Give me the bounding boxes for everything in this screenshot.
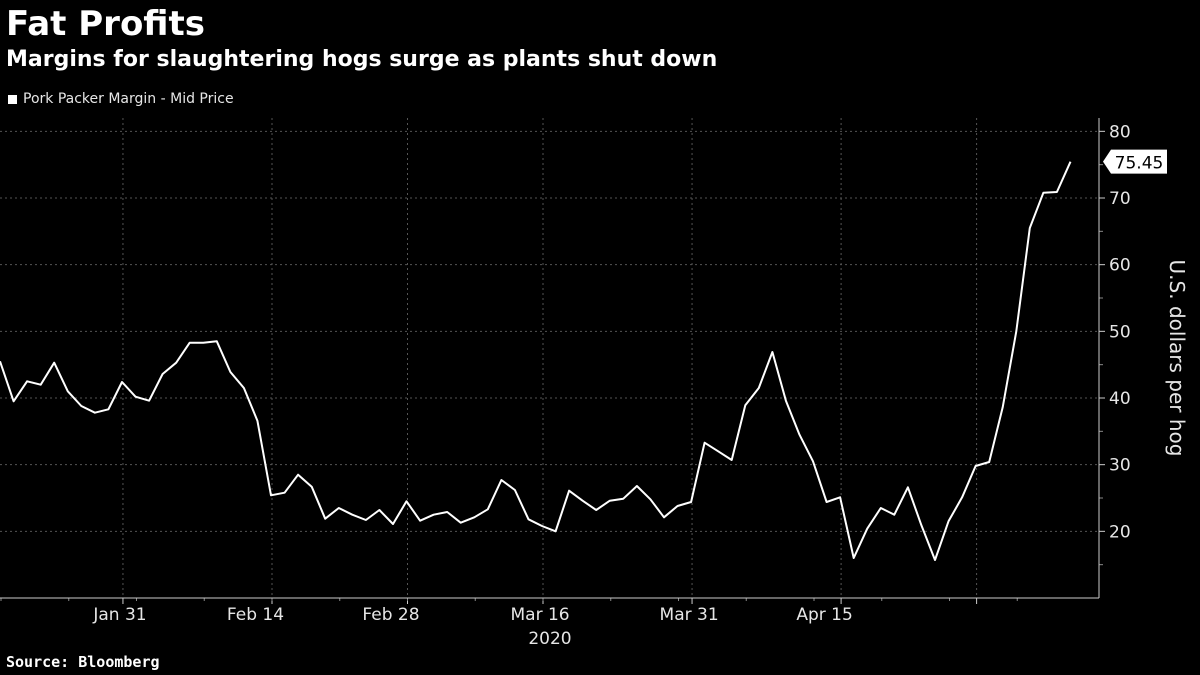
series-line <box>0 161 1072 561</box>
y-tick-label: 20 <box>1109 522 1131 542</box>
last-value-callout: 75.45 <box>1103 149 1167 174</box>
x-tick-label: Apr 15 <box>796 605 852 625</box>
legend-label: Pork Packer Margin - Mid Price <box>23 91 234 107</box>
source-note: Source: Bloomberg <box>6 653 160 671</box>
y-tick-label: 60 <box>1109 256 1131 276</box>
y-tick-label: 70 <box>1109 189 1131 209</box>
y-tick-label: 80 <box>1109 122 1131 142</box>
x-tick-label: Feb 28 <box>362 605 419 625</box>
chart-title: Fat Profits <box>6 4 206 44</box>
chart-subtitle: Margins for slaughtering hogs surge as p… <box>6 47 718 72</box>
y-axis-title: U.S. dollars per hog <box>1165 260 1189 457</box>
legend: Pork Packer Margin - Mid Price <box>8 91 234 107</box>
legend-swatch <box>8 94 17 104</box>
y-tick-label: 50 <box>1109 322 1131 342</box>
last-value-label: 75.45 <box>1115 154 1164 174</box>
x-tick-label: Feb 14 <box>227 605 284 625</box>
y-tick-label: 40 <box>1109 389 1131 409</box>
last-value-box <box>1103 149 1167 174</box>
y-tick-label: 30 <box>1109 456 1131 476</box>
x-tick-label: Jan 31 <box>92 605 146 625</box>
x-tick-label: Mar 16 <box>510 605 569 625</box>
x-year-label: 2020 <box>528 629 571 649</box>
x-tick-label: Mar 31 <box>660 605 719 625</box>
